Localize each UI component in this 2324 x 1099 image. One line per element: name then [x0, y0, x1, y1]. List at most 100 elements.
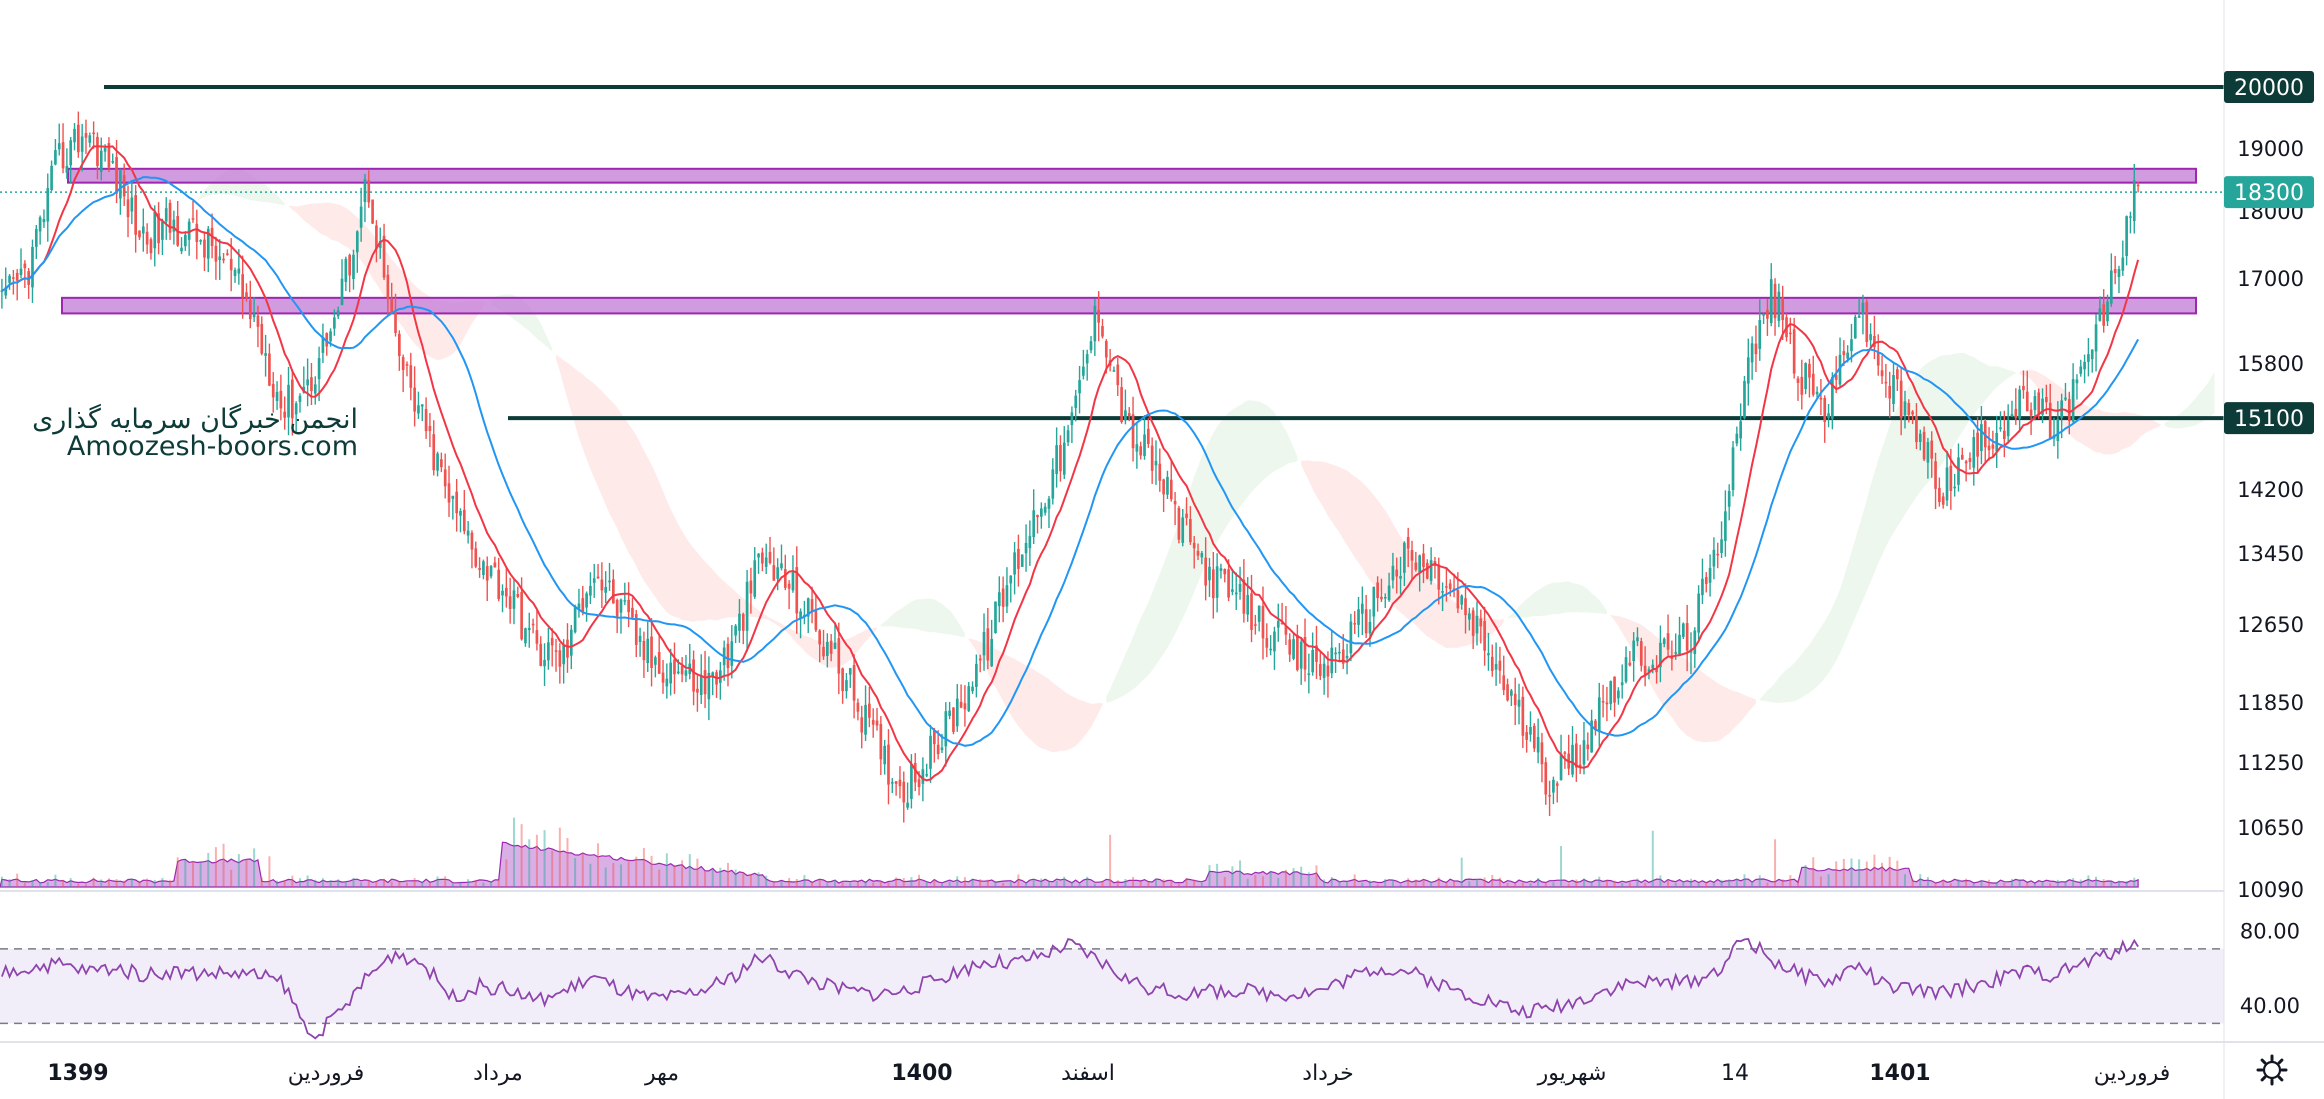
candle	[2132, 163, 2136, 234]
candle-body	[661, 672, 665, 683]
candle	[975, 654, 978, 698]
candle-body	[1242, 579, 1246, 614]
candle-body	[1915, 416, 1918, 443]
candle-body	[203, 239, 206, 258]
candle-body	[1766, 309, 1769, 319]
candle-body	[1651, 664, 1655, 669]
candle-body	[1475, 616, 1479, 634]
candle-body	[902, 781, 906, 803]
candle	[1617, 687, 1620, 705]
candle-body	[0, 290, 4, 292]
candle-body	[1590, 720, 1593, 753]
candle	[1487, 632, 1490, 671]
candle-body	[1139, 446, 1143, 456]
candle	[1051, 458, 1055, 505]
rsi-tick-label: 80.00	[2240, 919, 2300, 943]
candle	[126, 185, 130, 238]
volume-bar	[1552, 882, 1555, 887]
price-tick-label: 10650	[2237, 816, 2304, 840]
candle	[890, 778, 894, 794]
candle-body	[810, 599, 814, 613]
candle	[1292, 632, 1295, 661]
candle	[604, 571, 608, 604]
volume-bar	[1858, 859, 1861, 887]
volume-bar	[436, 876, 439, 887]
candle	[1364, 594, 1368, 638]
cloud-segment	[1759, 352, 2016, 703]
volume-bar	[1399, 884, 1402, 887]
ichimoku-cloud	[101, 168, 2215, 753]
volume-bar	[2125, 880, 2128, 887]
candle-body	[420, 404, 424, 407]
candle-body	[1720, 539, 1723, 553]
candle	[1357, 596, 1360, 638]
candle	[1254, 614, 1257, 635]
candle-body	[2102, 304, 2106, 326]
candle-body	[1372, 586, 1376, 617]
candle	[2022, 370, 2025, 399]
candle	[638, 627, 642, 657]
candle-body	[84, 133, 88, 138]
candle-body	[1124, 410, 1127, 421]
watermark: انجمن خبرگان سرمایه گذاری Amoozesh-boors…	[32, 403, 358, 462]
candle-body	[333, 317, 336, 329]
candle	[1276, 603, 1280, 642]
candle	[2029, 402, 2033, 435]
candle	[1800, 359, 1804, 410]
candle-body	[237, 268, 241, 274]
candle-body	[1326, 665, 1330, 677]
candle	[447, 465, 451, 517]
candle-body	[23, 263, 27, 269]
candle	[1387, 572, 1391, 602]
candle	[1208, 557, 1211, 597]
volume-bar	[910, 877, 913, 887]
candle	[1880, 355, 1884, 385]
volume-bar	[62, 879, 65, 887]
candle-body	[948, 710, 951, 716]
candle	[1911, 410, 1914, 425]
candle	[1307, 653, 1311, 694]
candle	[608, 563, 611, 591]
candle	[1980, 406, 1983, 465]
candle	[1127, 407, 1131, 422]
candle-body	[1280, 622, 1284, 625]
candle	[585, 591, 588, 622]
candle	[745, 569, 749, 652]
candle	[1406, 527, 1410, 568]
candle-body	[1865, 302, 1869, 343]
candle	[1701, 558, 1704, 605]
candle	[1464, 583, 1467, 634]
volume-bar	[2026, 882, 2029, 887]
volume-bar	[1903, 874, 1906, 887]
candle-body	[738, 613, 741, 631]
candle	[275, 381, 279, 410]
candle	[711, 671, 715, 696]
candle	[527, 612, 531, 648]
candle	[1001, 576, 1005, 623]
candle-body	[2045, 397, 2048, 403]
candle-body	[573, 605, 577, 633]
candle	[2033, 390, 2037, 421]
candle-body	[451, 495, 455, 499]
volume-bar	[1223, 876, 1226, 887]
candle-body	[69, 140, 73, 166]
candle-body	[1960, 454, 1964, 460]
volume-bar	[1911, 878, 1914, 887]
candle-body	[879, 723, 883, 760]
candle-body	[1853, 316, 1857, 339]
volume-bar	[230, 869, 233, 887]
candle-body	[1036, 515, 1039, 518]
candle-body	[1200, 553, 1204, 558]
level-badge-bg	[2224, 71, 2314, 103]
candle-body	[1513, 693, 1517, 706]
settings-gear-icon[interactable]	[2256, 1054, 2288, 1086]
candle-body	[470, 532, 474, 550]
volume-bar	[1605, 879, 1608, 887]
volume-bar	[1361, 882, 1364, 887]
candle-body	[1143, 434, 1146, 457]
volume-bar	[1154, 878, 1157, 887]
rsi-band	[0, 948, 2224, 1024]
volume-bar	[994, 881, 997, 887]
candle-body	[516, 594, 520, 597]
